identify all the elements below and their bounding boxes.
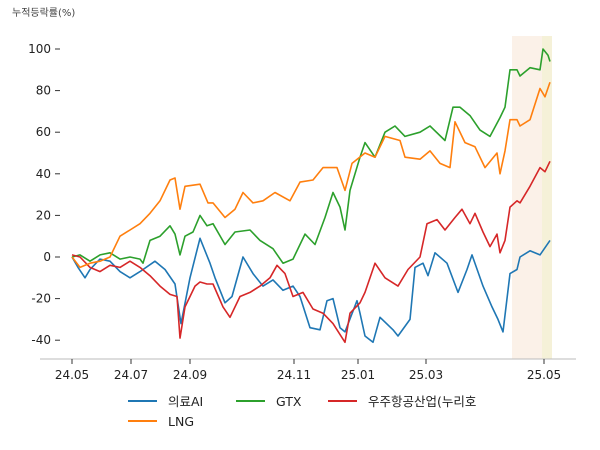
- y-tick-label: 0: [43, 250, 51, 264]
- series-line-1: [71, 48, 551, 264]
- legend-label: GTX: [276, 394, 302, 409]
- y-axis-label: 누적등락률(%): [12, 7, 75, 19]
- x-tick-label: 24.11: [277, 368, 311, 382]
- y-tick-label: -20: [31, 292, 51, 306]
- x-tick-label: 24.07: [114, 368, 148, 382]
- highlight-band-0: [512, 36, 542, 359]
- highlight-band-1: [542, 36, 552, 359]
- y-tick-label: 20: [36, 208, 51, 222]
- x-tick-label: 24.09: [173, 368, 207, 382]
- y-tick-label: 60: [36, 125, 51, 139]
- x-axis: 24.05 24.07 24.09 24.11 25.01 25.03 25.05: [55, 359, 561, 382]
- x-tick-label: 24.05: [55, 368, 89, 382]
- x-tick-label: 25.01: [341, 368, 375, 382]
- y-tick-label: 100: [28, 42, 51, 56]
- legend: 의료AI GTX 우주항공산업(누리호 LNG: [128, 394, 476, 429]
- legend-label: LNG: [168, 414, 194, 429]
- series-lines: [71, 48, 551, 344]
- highlight-bands: [512, 36, 552, 359]
- series-line-0: [71, 237, 551, 344]
- y-axis: -40 -20 0 20 40 60 80 100: [28, 42, 60, 347]
- x-tick-label: 25.05: [527, 368, 561, 382]
- series-line-3: [71, 82, 551, 269]
- series-line-2: [71, 160, 551, 344]
- y-tick-label: -40: [31, 333, 51, 347]
- y-tick-label: 40: [36, 167, 51, 181]
- legend-label: 우주항공산업(누리호: [368, 394, 476, 409]
- y-tick-label: 80: [36, 84, 51, 98]
- x-tick-label: 25.03: [409, 368, 443, 382]
- legend-label: 의료AI: [168, 394, 203, 409]
